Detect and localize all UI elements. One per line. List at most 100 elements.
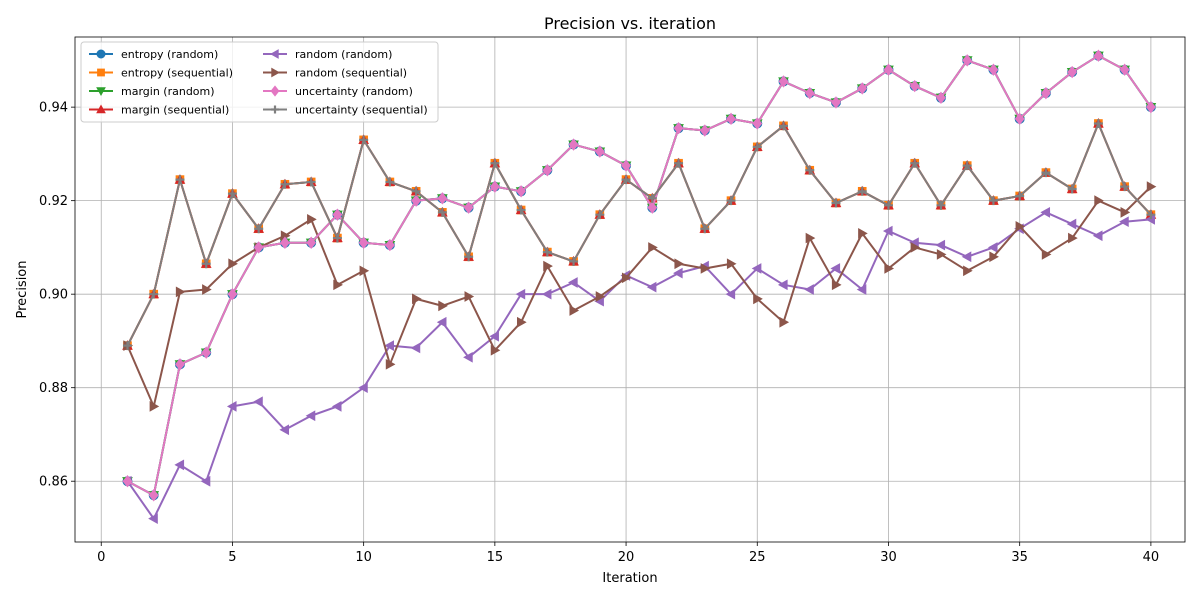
data-point [436,316,447,328]
data-point [200,475,211,487]
legend-item: uncertainty (random) [263,85,413,98]
legend-label: entropy (sequential) [121,67,233,80]
data-point [1040,206,1051,218]
data-point [306,177,316,187]
data-point [674,258,685,270]
x-axis-ticks: 0 5 10 15 20 25 30 35 40 [97,542,1159,565]
data-point [909,79,920,93]
data-point [726,196,736,206]
data-point [1093,49,1104,62]
data-point [358,236,369,249]
legend-item: margin (random) [89,85,215,98]
legend-label: uncertainty (random) [295,85,413,98]
data-point [595,291,606,302]
legend-label: margin (sequential) [121,104,229,117]
data-point [201,259,211,269]
data-point [831,198,841,208]
data-point [805,165,815,175]
data-point [621,175,631,185]
data-point [490,158,500,168]
y-tick-label: 0.90 [39,288,68,303]
legend-item: entropy (random) [89,48,218,61]
data-point [1093,119,1103,129]
data-point [332,233,342,243]
data-point [489,330,499,342]
data-point [1041,86,1051,100]
data-point [385,358,396,370]
data-point [699,124,710,137]
data-point [149,289,159,299]
data-point [280,236,290,249]
data-point [122,475,133,488]
data-point [884,263,895,274]
data-point [1041,249,1052,260]
data-point [858,228,868,239]
data-point [883,200,893,210]
data-point [621,159,631,172]
series-layer [121,49,1157,524]
data-point [1120,206,1131,218]
data-point [1066,218,1077,230]
data-point [936,91,946,104]
data-point [411,186,421,196]
data-point [804,86,815,100]
data-point [648,242,658,253]
chart-title: Precision vs. iteration [544,14,716,33]
data-point [988,196,998,206]
data-point [226,401,237,412]
data-point [674,158,684,168]
data-point [411,194,422,207]
data-point [359,135,369,145]
y-tick-label: 0.92 [39,194,68,209]
data-point [778,75,789,88]
x-tick-label: 20 [618,550,635,565]
data-point [725,288,736,300]
x-tick-label: 0 [97,550,105,565]
y-tick-label: 0.94 [39,101,68,116]
series-random-sequential [123,181,1157,412]
data-point [621,272,632,284]
data-point [463,201,474,214]
x-tick-label: 30 [880,550,897,565]
data-point [149,401,160,412]
data-point [464,291,475,302]
data-point [175,175,185,185]
data-point [1067,65,1078,79]
data-point [963,265,973,277]
data-point [856,284,867,295]
data-point [516,205,526,215]
series-uncertainty-random [122,49,1156,502]
data-point [437,207,447,217]
data-point [1068,232,1078,244]
data-point [385,177,395,187]
data-point [279,424,290,436]
data-point [175,358,185,371]
data-point [857,82,868,95]
x-tick-label: 35 [1011,550,1028,565]
data-point [412,293,422,305]
data-point [568,138,579,151]
series-random-random [121,206,1155,524]
data-point [1119,216,1129,228]
series-uncertainty-sequential [122,119,1156,351]
data-point [753,293,763,305]
data-point [516,185,527,198]
data-point [122,341,132,351]
data-point [1041,168,1051,178]
legend-item: random (sequential) [263,67,407,80]
data-point [438,300,448,312]
data-point [647,201,658,214]
data-point [1120,182,1130,192]
data-point [779,316,790,328]
data-point [305,410,316,422]
data-point [936,200,946,210]
data-point [96,104,106,114]
y-axis-title: Precision [15,260,30,318]
plot-frame [74,36,1186,543]
data-point [883,63,894,76]
data-point [751,263,762,274]
data-point [306,236,317,249]
legend-label: random (random) [295,48,392,61]
legend-item: entropy (sequential) [89,67,233,80]
